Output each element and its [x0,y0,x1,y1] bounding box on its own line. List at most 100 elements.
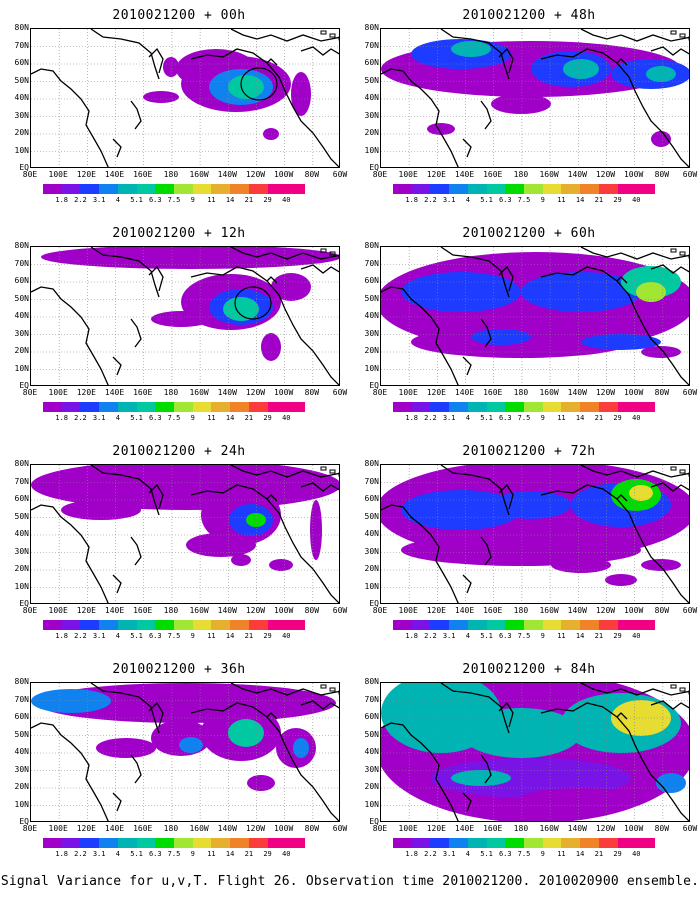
lat-tick-label: 40N [364,311,379,320]
colorbar-swatch [505,402,525,412]
variance-contour [151,311,211,327]
colorbar-level-label: 1.8 [55,196,69,204]
lon-tick-label: 140W [217,824,237,833]
colorbar-level-label: 29 [263,850,272,858]
coastline [580,247,689,260]
lat-tick-label: 30N [14,110,29,120]
coastline [266,276,278,284]
colorbar-swatch [449,184,468,194]
lat-tick-label: 80N [364,459,379,468]
coastline [462,792,472,812]
lat-tick-label: EQ [369,163,379,172]
coastline [300,482,339,492]
arctic-island [670,248,677,253]
colorbar-swatch [393,402,412,412]
colorbar-swatch [155,402,175,412]
colorbar-level-label: 1.8 [405,414,419,422]
arctic-island [688,690,689,695]
arctic-island [320,30,327,35]
coastline [540,266,689,385]
variance-contour [461,708,581,758]
colorbar-level-label: 4 [115,196,120,204]
variance-map [380,464,690,604]
lat-tick-label: EQ [19,163,29,172]
colorbar-level-label: 4 [465,850,470,858]
colorbar [393,184,656,194]
coastline [381,722,459,821]
colorbar-swatch [43,184,62,194]
coastline [190,484,339,603]
lon-tick-label: 80W [654,606,670,615]
coastline [90,29,160,80]
lon-tick-label: 140W [567,388,587,397]
variance-contour [31,689,111,713]
colorbar-level-label: 14 [575,196,585,204]
colorbar-swatch [99,402,118,412]
coastline [112,574,122,594]
variance-contour [521,272,641,312]
colorbar-swatch [636,838,656,848]
colorbar-level-label: 29 [613,850,622,858]
lon-tick-label: 140W [567,824,587,833]
colorbar-level-label: 3.1 [442,196,456,204]
lon-tick-label: 60W [332,388,348,397]
observation-region [240,67,278,101]
lat-tick-label: 50N [14,729,29,739]
lon-tick-label: 140E [454,170,475,179]
colorbar-level-label: 4 [115,632,120,640]
lat-tick-label: 30N [364,546,379,556]
lat-tick-label: 70N [14,694,29,704]
colorbar-level-label: 3.1 [92,196,106,204]
lat-tick-label: 70N [14,40,29,50]
colorbar-swatch [230,402,249,412]
lon-tick-label: 80E [372,824,388,833]
colorbar-swatch [542,402,562,412]
colorbar-level-label: 29 [263,632,272,640]
lon-tick-label: 100E [398,170,418,179]
colorbar-level-label: 11 [557,632,566,640]
colorbar-swatch [524,838,543,848]
colorbar-level-label: 1.8 [405,196,419,204]
colorbar-swatch [61,838,81,848]
lon-tick-label: 100W [623,824,644,833]
arctic-island [679,687,686,692]
forecast-panel: 2010021200 + 48h 80N 70N 60N 50N 40N 30N 20N 10N… [359,8,699,220]
colorbar-swatch [230,620,249,630]
colorbar-swatch [467,402,487,412]
lon-tick-label: 180 [513,824,529,833]
lon-tick-label: 100E [48,170,68,179]
map-svg [31,29,339,167]
colorbar-swatch [155,620,175,630]
lat-tick-label: 20N [14,782,29,791]
forecast-panel: 2010021200 + 12h 80N 70N 60N 50N 40N 30N 20N 10N… [9,226,349,438]
colorbar-level-label: 5.1 [130,196,143,204]
colorbar-swatch [43,838,62,848]
lon-tick-label: 100W [273,606,294,615]
variance-map [30,246,340,386]
colorbar-level-label: 1.8 [55,414,69,422]
forecast-panel: 2010021200 + 36h 80N 70N 60N 50N 40N 30N 20N 10N… [9,662,349,874]
variance-contour [179,737,203,753]
colorbar-level-label: 1.8 [405,850,419,858]
variance-contour [629,485,653,501]
coastline [266,58,278,66]
colorbar-swatch [80,184,100,194]
arctic-island [338,472,339,477]
coastline [148,701,164,728]
map-svg [31,247,339,385]
lon-tick-label: 140W [567,170,587,179]
colorbar-level-label: 5.1 [130,632,143,640]
colorbar-swatch [192,184,212,194]
colorbar-swatch [286,838,306,848]
coastline [112,138,122,158]
colorbar-swatch [430,184,450,194]
variance-contour [61,500,141,520]
colorbar-swatch [230,838,249,848]
colorbar-swatch [524,184,543,194]
colorbar-level-label: 40 [632,196,641,204]
lat-tick-label: 20N [14,346,29,355]
colorbar-swatch [99,620,118,630]
colorbar-level-label: 4 [465,414,470,422]
lon-tick-label: 120W [595,606,616,615]
lon-tick-label: 160E [483,824,503,833]
